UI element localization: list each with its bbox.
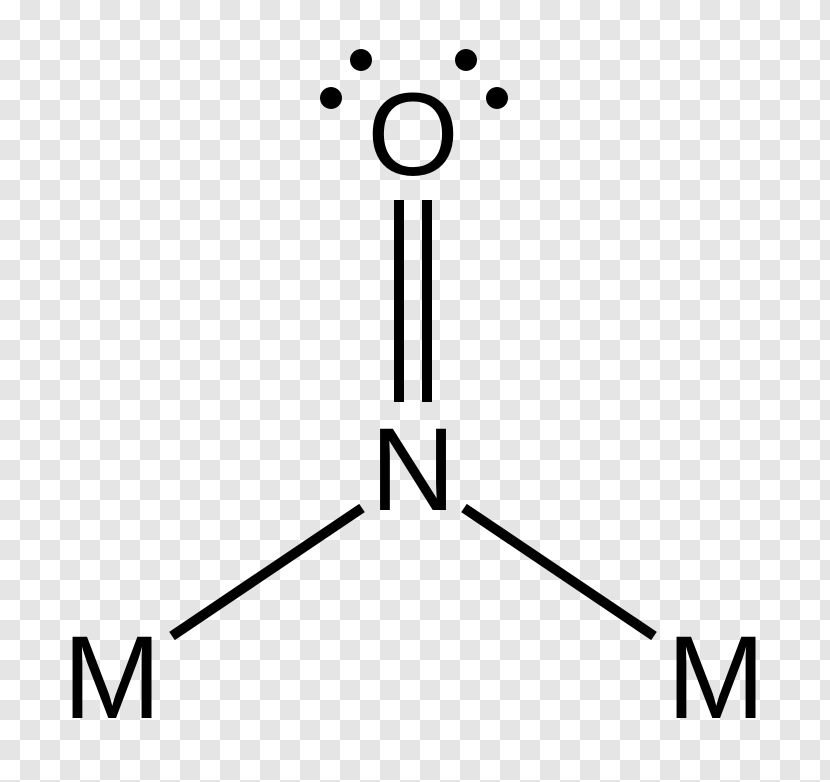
lone-pair-dot xyxy=(486,87,508,109)
lone-pair-dot xyxy=(350,49,372,71)
lone-pair-dot xyxy=(320,87,342,109)
lone-pair-dot xyxy=(455,49,477,71)
bond-line xyxy=(464,508,654,636)
bond-line xyxy=(172,508,362,636)
atom-m-right: M xyxy=(667,619,765,737)
atom-nitrogen: N xyxy=(370,411,455,529)
atom-m-left: M xyxy=(63,619,161,737)
atom-oxygen: O xyxy=(367,76,459,194)
